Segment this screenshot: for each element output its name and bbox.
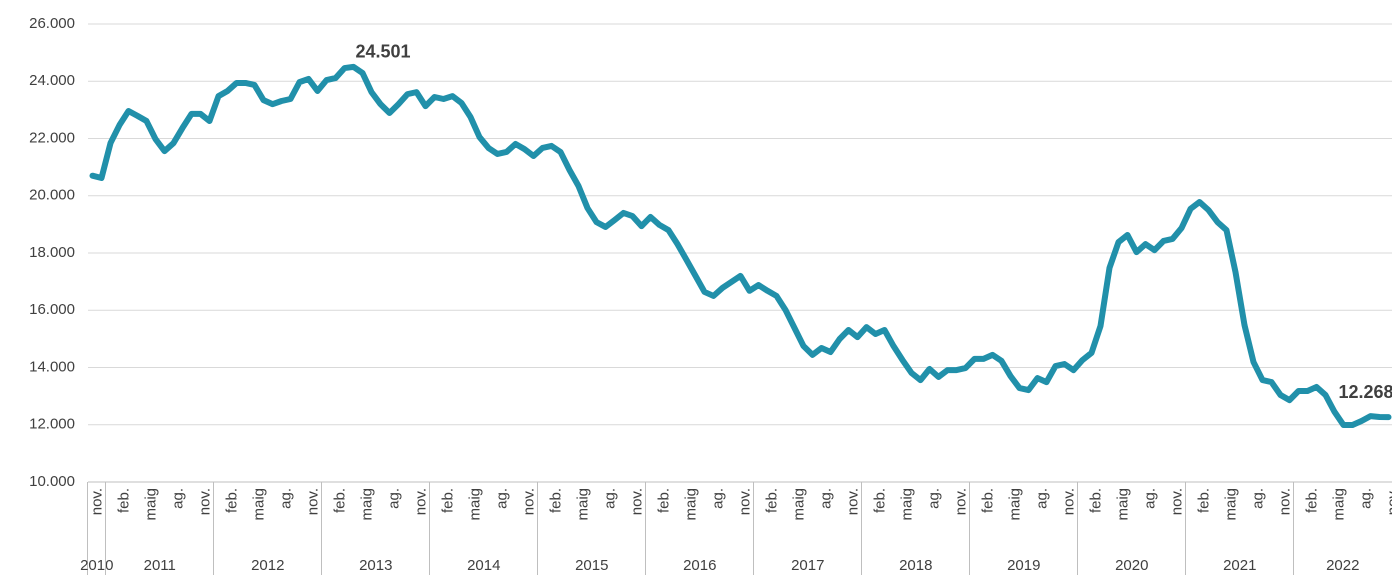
x-tick-label: ag. (1357, 488, 1374, 509)
x-tick-label: feb. (1303, 488, 1320, 513)
x-tick-label: feb. (331, 488, 348, 513)
x-tick-label: nov. (88, 488, 105, 515)
x-tick-label: feb. (871, 488, 888, 513)
x-tick-label: maig (250, 488, 267, 521)
year-label: 2019 (1007, 557, 1040, 574)
x-tick-label: nov. (1168, 488, 1185, 515)
x-tick-label: nov. (1060, 488, 1077, 515)
x-tick-label: nov. (952, 488, 969, 515)
x-tick-label: maig (574, 488, 591, 521)
x-tick-label: ag. (385, 488, 402, 509)
x-tick-label: ag. (1249, 488, 1266, 509)
x-tick-label: feb. (763, 488, 780, 513)
x-tick-label: feb. (1087, 488, 1104, 513)
x-tick-label: nov. (1384, 488, 1392, 515)
y-tick-label: 24.000 (29, 72, 75, 89)
x-tick-label: ag. (169, 488, 186, 509)
y-tick-label: 22.000 (29, 129, 75, 146)
y-tick-label: 16.000 (29, 301, 75, 318)
x-tick-label: maig (898, 488, 915, 521)
x-tick-label: ag. (1033, 488, 1050, 509)
y-tick-label: 10.000 (29, 473, 75, 490)
x-tick-label: ag. (277, 488, 294, 509)
x-tick-label: ag. (1141, 488, 1158, 509)
x-tick-label: maig (790, 488, 807, 521)
x-tick-label: feb. (439, 488, 456, 513)
x-tick-label: nov. (1276, 488, 1293, 515)
year-label: 2010 (80, 557, 113, 574)
x-tick-label: ag. (601, 488, 618, 509)
year-label: 2011 (144, 557, 176, 574)
x-tick-label: ag. (817, 488, 834, 509)
x-tick-label: maig (1006, 488, 1023, 521)
x-tick-label: feb. (115, 488, 132, 513)
y-tick-label: 18.000 (29, 244, 75, 261)
year-label: 2015 (575, 557, 608, 574)
x-tick-label: ag. (925, 488, 942, 509)
x-tick-label: nov. (628, 488, 645, 515)
data-label: 24.501 (356, 42, 411, 62)
x-tick-label: feb. (547, 488, 564, 513)
year-label: 2021 (1223, 557, 1256, 574)
x-tick-label: feb. (223, 488, 240, 513)
x-tick-label: maig (1222, 488, 1239, 521)
x-tick-label: feb. (979, 488, 996, 513)
x-tick-label: ag. (709, 488, 726, 509)
x-tick-label: nov. (844, 488, 861, 515)
y-tick-label: 12.000 (29, 416, 75, 433)
x-tick-label: feb. (655, 488, 672, 513)
year-label: 2013 (359, 557, 392, 574)
y-tick-label: 20.000 (29, 187, 75, 204)
x-tick-label: nov. (304, 488, 321, 515)
year-label: 2018 (899, 557, 932, 574)
year-label: 2012 (251, 557, 284, 574)
x-tick-label: maig (142, 488, 159, 521)
year-label: 2016 (683, 557, 716, 574)
x-tick-label: maig (1114, 488, 1131, 521)
x-tick-label: maig (682, 488, 699, 521)
x-tick-label: nov. (196, 488, 213, 515)
x-tick-label: maig (1330, 488, 1347, 521)
x-tick-label: nov. (736, 488, 753, 515)
x-tick-label: nov. (412, 488, 429, 515)
y-tick-label: 26.000 (29, 15, 75, 32)
year-label: 2022 (1326, 557, 1359, 574)
x-tick-label: maig (358, 488, 375, 521)
x-tick-label: feb. (1195, 488, 1212, 513)
x-tick-label: maig (466, 488, 483, 521)
data-label: 12.268 (1339, 382, 1392, 402)
year-label: 2020 (1115, 557, 1148, 574)
data-line (89, 63, 1392, 429)
year-label: 2014 (467, 557, 500, 574)
x-tick-label: nov. (520, 488, 537, 515)
x-tick-label: ag. (493, 488, 510, 509)
y-tick-label: 14.000 (29, 358, 75, 375)
year-label: 2017 (791, 557, 824, 574)
